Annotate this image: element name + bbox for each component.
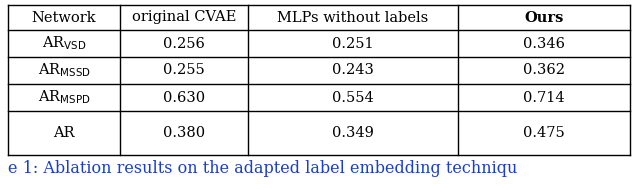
Text: 0.255: 0.255 (163, 64, 205, 77)
Text: 0.349: 0.349 (332, 126, 374, 140)
Text: e 1: Ablation results on the adapted label embedding techniqu: e 1: Ablation results on the adapted lab… (8, 160, 517, 177)
Text: 0.630: 0.630 (163, 91, 205, 105)
Text: original CVAE: original CVAE (132, 11, 236, 25)
Text: 0.380: 0.380 (163, 126, 205, 140)
Text: Ours: Ours (524, 11, 564, 25)
Text: AR$_{\rm MSSD}$: AR$_{\rm MSSD}$ (38, 62, 90, 79)
Text: 0.346: 0.346 (523, 36, 565, 50)
Text: 0.554: 0.554 (332, 91, 374, 105)
Text: 0.475: 0.475 (523, 126, 565, 140)
Text: 0.362: 0.362 (523, 64, 565, 77)
Text: 0.251: 0.251 (332, 36, 374, 50)
Text: MLPs without labels: MLPs without labels (277, 11, 429, 25)
Text: 0.714: 0.714 (523, 91, 565, 105)
Text: AR: AR (53, 126, 75, 140)
Text: AR$_{\rm MSPD}$: AR$_{\rm MSPD}$ (38, 89, 90, 106)
Text: Network: Network (32, 11, 96, 25)
Text: 0.243: 0.243 (332, 64, 374, 77)
Text: 0.256: 0.256 (163, 36, 205, 50)
Text: AR$_{\rm VSD}$: AR$_{\rm VSD}$ (42, 35, 86, 52)
